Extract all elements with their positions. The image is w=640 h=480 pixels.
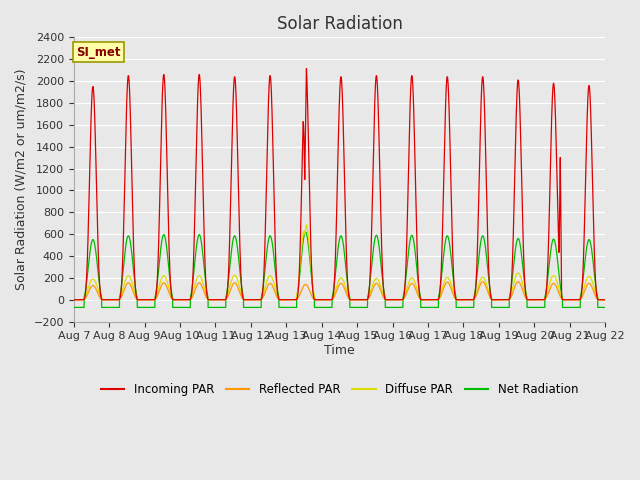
Text: SI_met: SI_met [76, 46, 121, 59]
Title: Solar Radiation: Solar Radiation [276, 15, 403, 33]
Y-axis label: Solar Radiation (W/m2 or um/m2/s): Solar Radiation (W/m2 or um/m2/s) [15, 69, 28, 290]
X-axis label: Time: Time [324, 344, 355, 357]
Legend: Incoming PAR, Reflected PAR, Diffuse PAR, Net Radiation: Incoming PAR, Reflected PAR, Diffuse PAR… [96, 379, 583, 401]
